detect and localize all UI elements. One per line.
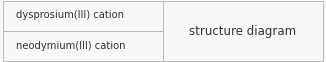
FancyBboxPatch shape <box>3 1 323 61</box>
Bar <box>3 31 163 61</box>
Text: neodymium(III) cation: neodymium(III) cation <box>16 41 126 51</box>
Bar <box>3 1 163 31</box>
Text: structure diagram: structure diagram <box>189 24 296 38</box>
Bar <box>163 1 323 61</box>
Text: dysprosium(III) cation: dysprosium(III) cation <box>16 10 124 20</box>
